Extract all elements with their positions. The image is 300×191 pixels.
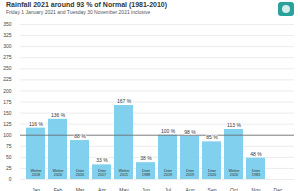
svg-text:Jan: Jan — [32, 187, 40, 191]
svg-text:125: 125 — [3, 121, 12, 127]
svg-text:175: 175 — [3, 99, 12, 105]
svg-text:Wetter2015: Wetter2015 — [118, 169, 130, 177]
svg-text:75: 75 — [6, 143, 12, 149]
svg-text:0: 0 — [9, 176, 12, 182]
svg-text:98 %: 98 % — [184, 129, 196, 135]
svg-text:Sep: Sep — [208, 187, 217, 191]
svg-text:113 %: 113 % — [227, 122, 241, 128]
html-text:Rainfall 2021 around 93 % of N: Rainfall 2021 around 93 % of Normal (198… — [6, 1, 168, 8]
svg-text:100 %: 100 % — [161, 128, 176, 134]
svg-text:275: 275 — [3, 54, 12, 60]
svg-text:Drier2017: Drier2017 — [98, 169, 107, 177]
svg-text:Drier1988: Drier1988 — [142, 169, 151, 177]
svg-text:350: 350 — [3, 21, 12, 27]
svg-text:Feb: Feb — [54, 187, 63, 191]
svg-text:Aug: Aug — [186, 187, 195, 191]
svg-text:Wetter2018: Wetter2018 — [30, 169, 42, 177]
svg-text:Wetter2020: Wetter2020 — [228, 169, 240, 177]
svg-text:250: 250 — [3, 65, 12, 71]
svg-text:300: 300 — [3, 43, 12, 49]
svg-text:200: 200 — [3, 88, 12, 94]
svg-text:167 %: 167 % — [117, 98, 132, 104]
svg-text:136 %: 136 % — [51, 112, 66, 118]
svg-text:38 %: 38 % — [140, 155, 152, 161]
html-text:Friday 1 January 2021 and Tues: Friday 1 January 2021 and Tuesday 30 Nov… — [6, 9, 151, 15]
svg-text:88 %: 88 % — [74, 133, 86, 139]
svg-text:100: 100 — [3, 132, 12, 138]
svg-text:150: 150 — [3, 110, 12, 116]
svg-text:Drier2020: Drier2020 — [208, 169, 217, 177]
svg-text:Drier2020: Drier2020 — [76, 169, 85, 177]
svg-text:225: 225 — [3, 76, 12, 82]
svg-text:Jul: Jul — [165, 187, 171, 191]
svg-text:116 %: 116 % — [29, 121, 43, 127]
svg-text:Mar: Mar — [76, 187, 85, 191]
svg-text:25: 25 — [6, 165, 12, 171]
svg-text:May: May — [119, 187, 129, 191]
svg-text:85 %: 85 % — [206, 134, 218, 140]
svg-text:Drier1983: Drier1983 — [252, 169, 261, 177]
svg-text:Oct: Oct — [230, 187, 238, 191]
svg-text:Drier2019: Drier2019 — [164, 169, 173, 177]
svg-text:Dec: Dec — [274, 187, 283, 191]
svg-text:33 %: 33 % — [96, 157, 108, 163]
svg-text:50: 50 — [6, 154, 12, 160]
svg-text:Jun: Jun — [142, 187, 150, 191]
svg-text:Wetter2020: Wetter2020 — [52, 169, 64, 177]
svg-text:325: 325 — [3, 32, 12, 38]
svg-text:Nov: Nov — [252, 187, 261, 191]
svg-text:Drier2019: Drier2019 — [186, 169, 195, 177]
svg-text:Apr: Apr — [98, 187, 106, 191]
svg-text:48 %: 48 % — [250, 151, 262, 157]
